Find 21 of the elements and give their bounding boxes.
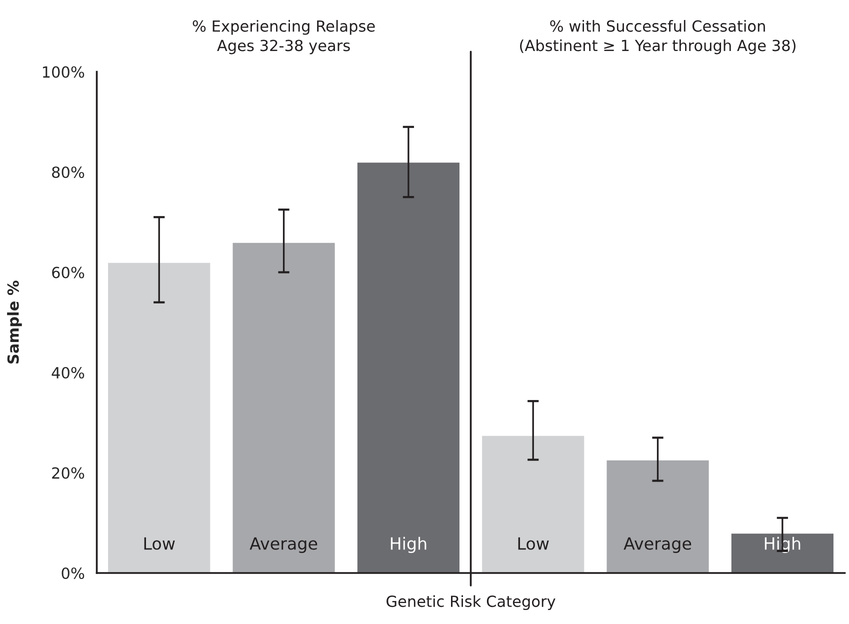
y-tick-label: 0% xyxy=(62,567,84,580)
y-axis-title: Sample % xyxy=(7,280,22,364)
x-tick-label: Average xyxy=(250,537,318,554)
bar xyxy=(480,434,586,574)
x-tick-label: Low xyxy=(144,537,175,550)
y-tick-label: 100% xyxy=(42,66,84,78)
bar xyxy=(231,241,336,574)
x-tick-label: Average xyxy=(624,537,692,554)
text: % Experiencing Relapse Ages 32-38 years xyxy=(192,20,375,54)
x-axis-title: Genetic Risk Category xyxy=(386,595,556,610)
y-tick-label: 80% xyxy=(52,166,84,178)
x-tick-label: Low xyxy=(518,537,549,550)
bar xyxy=(356,161,461,574)
bar xyxy=(106,262,212,574)
bar xyxy=(605,459,710,574)
y-tick-label: 60% xyxy=(52,266,84,278)
bar xyxy=(730,532,835,574)
text: % with Successful Cessation (Abstinent ≥ 1 Year through Age 38) xyxy=(520,20,796,54)
y-tick-label: 40% xyxy=(52,366,84,379)
x-tick-label: High xyxy=(390,536,426,554)
y-tick-label: 20% xyxy=(52,467,84,479)
